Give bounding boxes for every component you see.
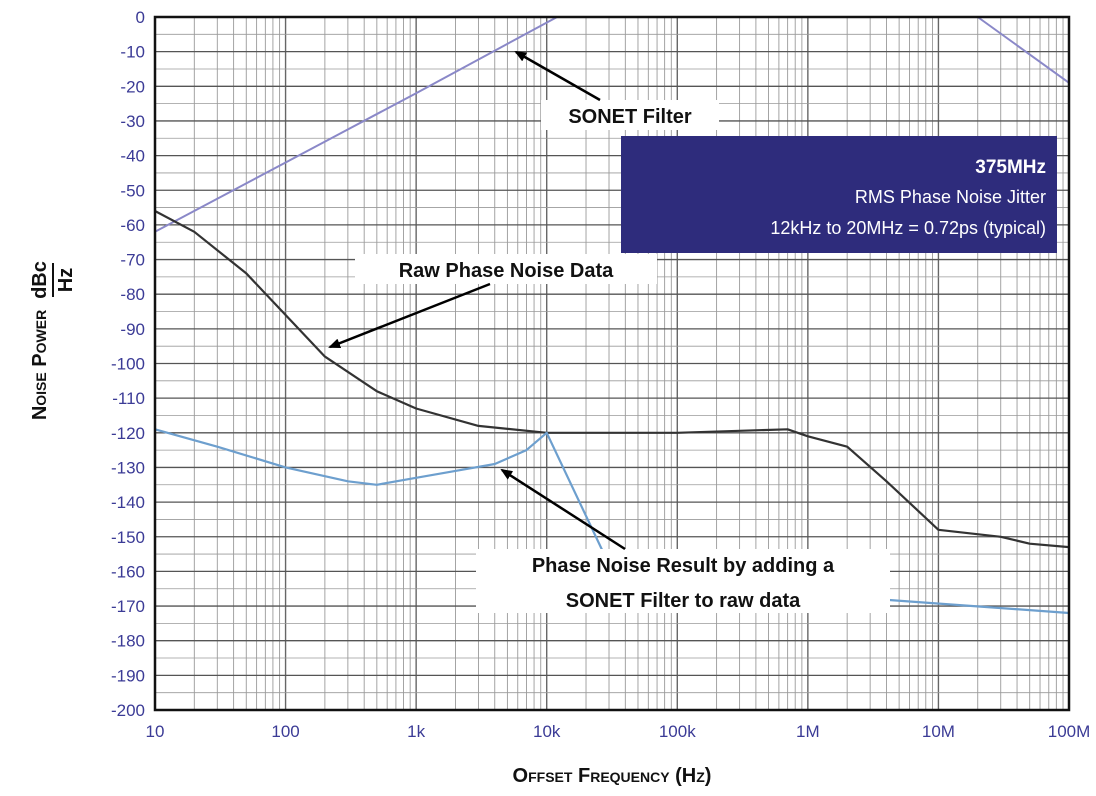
y-axis-unit-denominator: Hz (55, 268, 77, 292)
series-line-sonet_filter (154, 16, 1070, 233)
y-tick-label: -110 (112, 389, 145, 408)
y-tick-label: -100 (111, 355, 145, 374)
y-tick-label: -10 (120, 43, 145, 62)
y-tick-label: -200 (111, 701, 145, 720)
y-tick-label: -190 (111, 666, 145, 685)
y-tick-label: -180 (111, 632, 145, 651)
x-axis-label-unit: Hz (682, 765, 705, 787)
x-tick-label: 100k (659, 722, 696, 741)
x-tick-label: 10M (922, 722, 955, 741)
annotation-raw-data: Raw Phase Noise Data (328, 254, 657, 349)
y-tick-label: -170 (111, 597, 145, 616)
info-box-line-1: RMS Phase Noise Jitter (855, 187, 1046, 207)
annotation-raw-data-text: Raw Phase Noise Data (399, 260, 614, 282)
y-axis-title: Noise Power dBc Hz (29, 261, 77, 420)
annotation-filtered-result-text-1: Phase Noise Result by adding a (532, 555, 835, 577)
y-tick-label: -50 (120, 181, 145, 200)
y-tick-label: -20 (120, 77, 145, 96)
annotation-sonet-filter-arrow (514, 50, 601, 102)
y-tick-label: -30 (120, 112, 145, 131)
x-tick-label: 100M (1048, 722, 1091, 741)
y-tick-label: -90 (120, 320, 145, 339)
info-box-line-2: 12kHz to 20MHz = 0.72ps (typical) (770, 218, 1046, 238)
x-tick-label: 1M (796, 722, 820, 741)
x-tick-label: 100 (271, 722, 299, 741)
annotation-background (476, 549, 890, 613)
y-tick-label: -70 (120, 251, 145, 270)
y-tick-label: -120 (111, 424, 145, 443)
info-box-title: 375MHz (975, 157, 1046, 178)
y-tick-label: -160 (111, 562, 145, 581)
x-axis-label: Offset Frequency (Hz) (513, 765, 712, 787)
y-tick-label: 0 (136, 8, 145, 27)
y-tick-label: -80 (120, 285, 145, 304)
x-tick-label: 10k (533, 722, 561, 741)
annotation-background (541, 100, 719, 130)
x-tick-label: 10 (146, 722, 165, 741)
annotation-sonet-filter: SONET Filter (514, 50, 719, 130)
x-axis-label-main: Offset Frequency (513, 765, 671, 787)
annotation-raw-data-arrow (328, 282, 491, 349)
y-tick-label: -130 (111, 458, 145, 477)
annotation-filtered-result-text-2: SONET Filter to raw data (566, 590, 801, 612)
plot-frame (153, 15, 1071, 712)
y-tick-label: -140 (111, 493, 145, 512)
y-tick-label: -150 (111, 528, 145, 547)
info-box-background (621, 136, 1057, 253)
y-tick-label: -40 (120, 147, 145, 166)
annotation-filtered-result: Phase Noise Result by adding a SONET Fil… (476, 468, 890, 613)
annotation-filtered-result-arrow (500, 468, 626, 551)
tick-labels: 0 -10 -20 -30 -40 -50 -60 -70 -80 -90 -100 -110 -120… (111, 8, 1090, 741)
y-tick-label: -60 (120, 216, 145, 235)
info-box: 375MHz RMS Phase Noise Jitter 12kHz to 2… (621, 136, 1057, 253)
y-axis-label: Noise Power (29, 310, 51, 420)
annotation-background (355, 254, 657, 284)
x-axis-label-open-paren: ( (670, 765, 683, 787)
x-tick-label: 1k (407, 722, 425, 741)
series-line-raw (154, 210, 1070, 549)
annotation-sonet-filter-text: SONET Filter (568, 106, 692, 128)
x-axis-label-close-paren: ) (705, 765, 712, 787)
y-axis-unit-numerator: dBc (29, 261, 51, 299)
